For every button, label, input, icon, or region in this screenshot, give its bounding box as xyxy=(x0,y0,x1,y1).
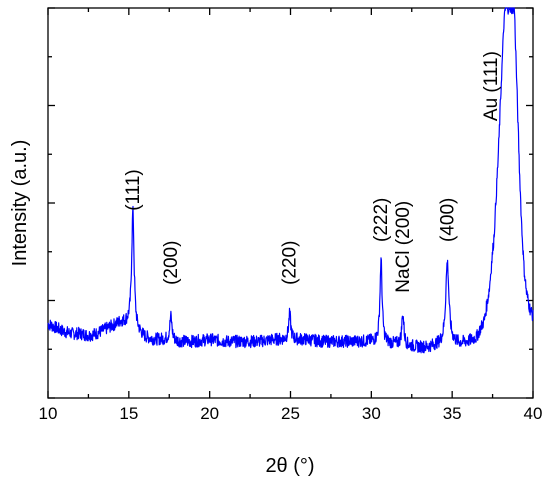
x-tick-label: 10 xyxy=(39,404,58,423)
x-tick-label: 15 xyxy=(119,404,138,423)
x-tick-label: 40 xyxy=(524,404,543,423)
x-tick-label: 25 xyxy=(281,404,300,423)
x-axis-label: 2θ (°) xyxy=(265,455,314,477)
xrd-spectrum-line xyxy=(47,7,534,354)
peak-annotation: NaCl (200) xyxy=(393,201,414,293)
peak-annotation: (111) xyxy=(123,169,144,211)
peak-annotation: (222) xyxy=(371,198,392,242)
peak-annotation: (200) xyxy=(161,241,182,285)
y-axis-label: Intensity (a.u.) xyxy=(9,140,31,267)
peak-annotation: (400) xyxy=(437,198,458,242)
x-tick-label: 30 xyxy=(362,404,381,423)
x-tick-label: 20 xyxy=(200,404,219,423)
peak-annotation: (220) xyxy=(280,241,301,285)
x-tick-label: 35 xyxy=(443,404,462,423)
plot-frame xyxy=(47,7,534,399)
peak-annotation: Au (111) xyxy=(481,51,502,121)
